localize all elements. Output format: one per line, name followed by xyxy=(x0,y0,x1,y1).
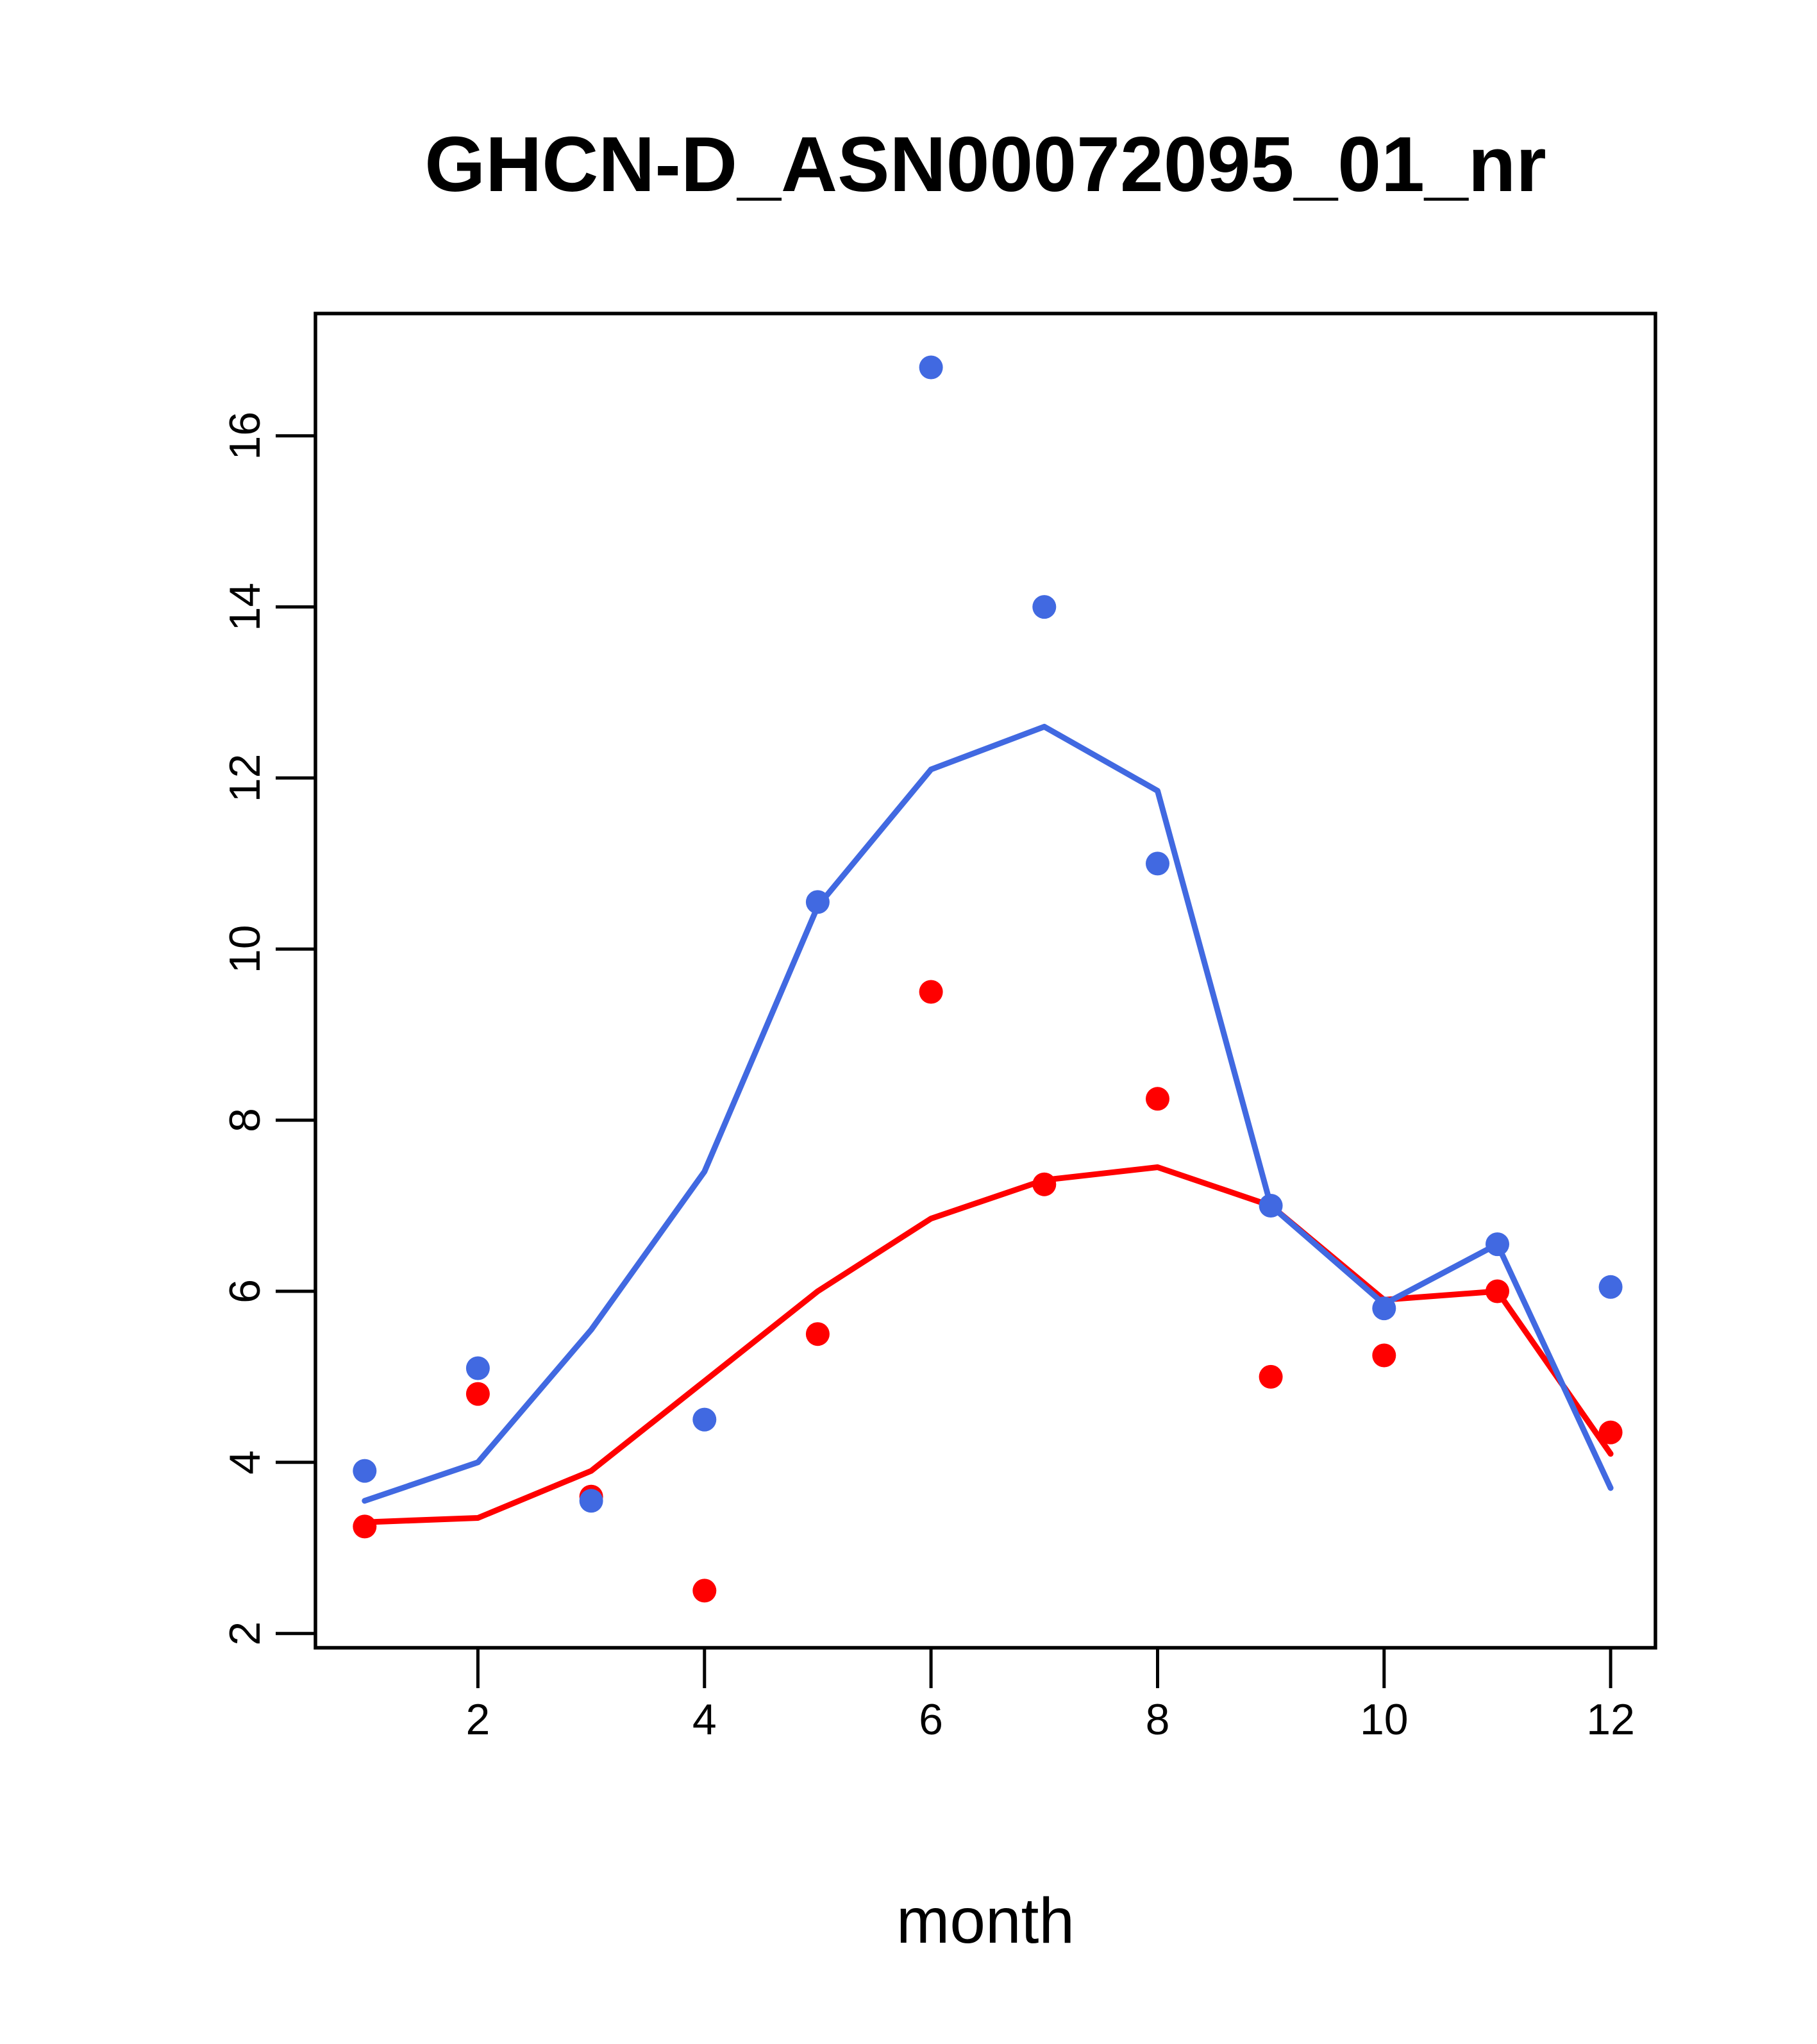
svg-text:10: 10 xyxy=(221,925,269,973)
svg-text:8: 8 xyxy=(221,1108,269,1132)
svg-text:GHCN-D_ASN00072095_01_nr: GHCN-D_ASN00072095_01_nr xyxy=(424,121,1546,208)
svg-text:14: 14 xyxy=(221,583,269,632)
svg-text:6: 6 xyxy=(919,1695,943,1744)
svg-text:4: 4 xyxy=(221,1450,269,1475)
svg-text:10: 10 xyxy=(1360,1695,1409,1744)
svg-text:4: 4 xyxy=(692,1695,717,1744)
svg-text:12: 12 xyxy=(221,754,269,803)
svg-text:6: 6 xyxy=(221,1279,269,1303)
svg-text:16: 16 xyxy=(221,412,269,460)
svg-text:2: 2 xyxy=(465,1695,490,1744)
svg-text:12: 12 xyxy=(1586,1695,1635,1744)
svg-text:month: month xyxy=(896,1885,1075,1957)
svg-text:2: 2 xyxy=(221,1621,269,1646)
svg-text:8: 8 xyxy=(1146,1695,1170,1744)
